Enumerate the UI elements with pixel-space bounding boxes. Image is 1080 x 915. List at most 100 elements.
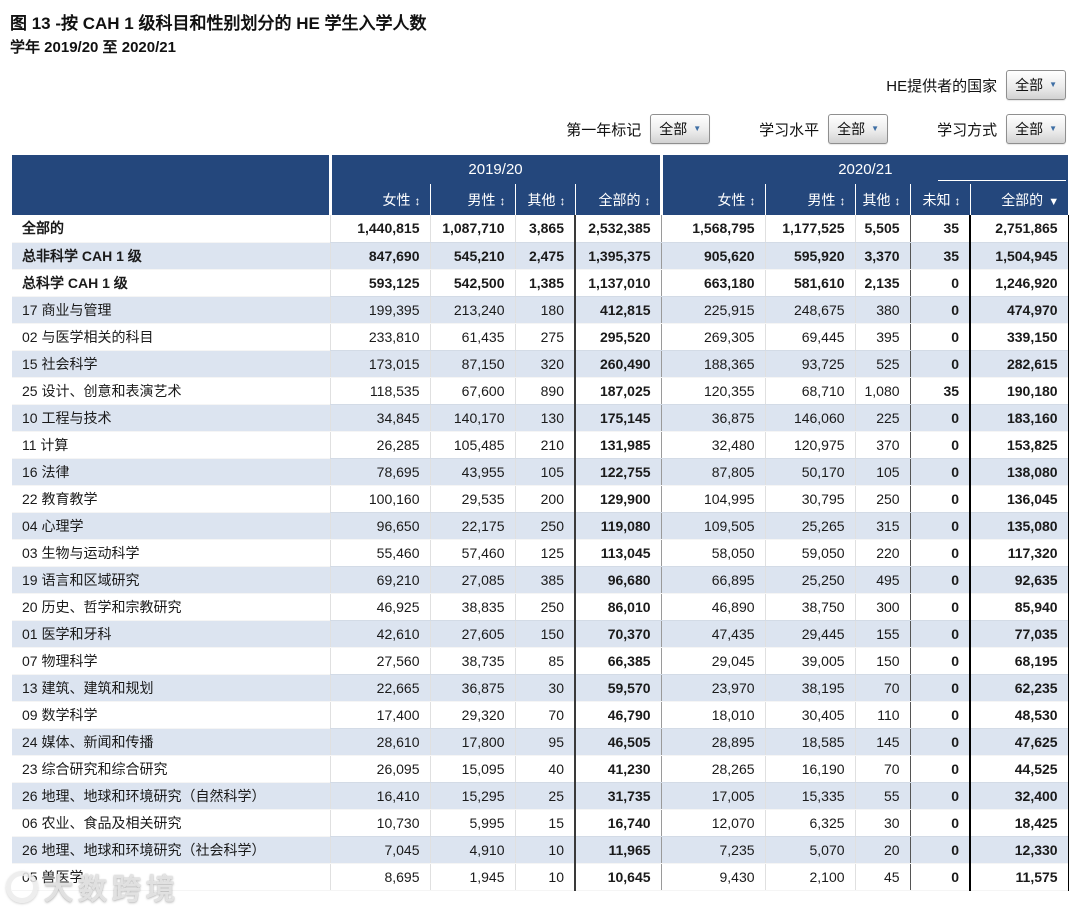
filter-dropdown-he-provider-country[interactable]: 全部 ▼ (1006, 70, 1066, 100)
page-subtitle: 学年 2019/20 至 2020/21 (10, 39, 176, 56)
cell-value: 48,530 (969, 701, 1069, 729)
cell-value: 58,050 (660, 539, 766, 567)
cell-value: 3,865 (514, 215, 575, 243)
cell-value: 474,970 (969, 296, 1069, 324)
cell-value: 46,890 (660, 593, 766, 621)
cell-value: 200 (514, 485, 575, 513)
cell-value: 5,505 (854, 215, 911, 243)
cell-value: 0 (909, 593, 971, 621)
cell-value: 92,635 (969, 566, 1069, 594)
cell-value: 0 (909, 512, 971, 540)
column-header-sortable[interactable]: 其他 ↕ (514, 184, 575, 215)
cell-value: 225 (854, 404, 911, 432)
cell-value: 46,925 (329, 593, 430, 621)
cell-value: 0 (909, 836, 971, 864)
column-header-sortable[interactable]: 女性 ↕ (328, 184, 430, 215)
cell-value: 0 (909, 296, 971, 324)
cell-value: 220 (854, 539, 911, 567)
column-header-sortable[interactable]: 全部的 ↕ (574, 184, 662, 215)
column-header-label: 男性 (467, 191, 496, 208)
cell-value: 210 (514, 431, 575, 459)
sort-toggle-icon: ↕ (644, 193, 651, 208)
sort-toggle-icon: ↕ (414, 193, 421, 208)
cell-value: 525 (854, 350, 911, 378)
sort-toggle-icon: ↕ (499, 193, 506, 208)
filter-dropdown-study-mode[interactable]: 全部 ▼ (1006, 114, 1066, 144)
row-label: 07 物理科学 (12, 647, 330, 675)
row-label: 24 媒体、新闻和传播 (12, 728, 330, 756)
cell-value: 12,070 (660, 809, 766, 837)
filters-row-2: 第一年标记 全部 ▼ 学习水平 全部 ▼ 学习方式 全部 ▼ (566, 114, 1066, 144)
cell-value: 59,570 (573, 674, 662, 702)
table-row: 15 社会科学 173,015 87,150 320 260,490 188,365 93,… (12, 350, 1069, 378)
cell-value: 30,405 (764, 701, 856, 729)
cell-value: 250 (514, 593, 575, 621)
filter-dropdown-study-level[interactable]: 全部 ▼ (828, 114, 889, 144)
cell-value: 150 (854, 647, 911, 675)
cell-value: 85,940 (969, 593, 1069, 621)
cell-value: 28,265 (660, 755, 766, 783)
sort-toggle-icon: ↕ (839, 193, 846, 208)
cell-value: 146,060 (764, 404, 856, 432)
cell-value: 30,795 (764, 485, 856, 513)
cell-value: 29,445 (764, 620, 856, 648)
table-row: 02 与医学相关的科目 233,810 61,435 275 295,520 269,30… (12, 323, 1069, 351)
column-header-sortable[interactable]: 未知 ↕ (909, 184, 971, 215)
filter-label-study-level: 学习水平 (759, 121, 820, 139)
cell-value: 32,400 (969, 782, 1069, 810)
cell-value: 35 (909, 215, 971, 243)
cell-value: 61,435 (429, 323, 515, 351)
filter-value-he-provider-country: 全部 (1015, 77, 1044, 93)
cell-value: 25,265 (764, 512, 856, 540)
cell-value: 135,080 (969, 512, 1069, 540)
column-header-label: 全部的 (1001, 191, 1044, 208)
column-header-sortable[interactable]: 全部的 ▼ (969, 184, 1069, 215)
cell-value: 190,180 (969, 377, 1069, 405)
cell-value: 30 (854, 809, 911, 837)
cell-value: 0 (909, 755, 971, 783)
cell-value: 30 (514, 674, 575, 702)
column-header-sortable[interactable]: 女性 ↕ (659, 184, 766, 215)
cell-value: 28,610 (329, 728, 430, 756)
cell-value: 0 (909, 539, 971, 567)
row-label: 01 医学和牙科 (12, 620, 330, 648)
cell-value: 10,730 (329, 809, 430, 837)
column-header-label: 全部的 (598, 191, 641, 208)
cell-value: 120,975 (764, 431, 856, 459)
table-row: 26 地理、地球和环境研究（社会科学） 7,045 4,910 10 11,965 7,2… (12, 836, 1069, 864)
cell-value: 0 (909, 350, 971, 378)
filter-dropdown-first-year-marker[interactable]: 全部 ▼ (650, 114, 711, 144)
cell-value: 495 (854, 566, 911, 594)
cell-value: 593,125 (329, 269, 430, 297)
column-header-sortable[interactable]: 男性 ↕ (764, 184, 856, 215)
cell-value: 125 (514, 539, 575, 567)
cell-value: 38,750 (764, 593, 856, 621)
cell-value: 69,210 (329, 566, 430, 594)
cell-value: 225,915 (660, 296, 766, 324)
column-header-sortable[interactable]: 其他 ↕ (854, 184, 911, 215)
cell-value: 260,490 (573, 350, 662, 378)
table-row: 24 媒体、新闻和传播 28,610 17,800 95 46,505 28,895 18,… (12, 728, 1069, 756)
cell-value: 0 (909, 701, 971, 729)
chevron-down-icon: ▼ (693, 124, 702, 133)
cell-value: 250 (854, 485, 911, 513)
cell-value: 233,810 (329, 323, 430, 351)
cell-value: 28,895 (660, 728, 766, 756)
cell-value: 46,790 (573, 701, 662, 729)
cell-value: 315 (854, 512, 911, 540)
cell-value: 15 (514, 809, 575, 837)
cell-value: 16,190 (764, 755, 856, 783)
cell-value: 62,235 (969, 674, 1069, 702)
table-row: 25 设计、创意和表演艺术 118,535 67,600 890 187,025 120,… (12, 377, 1069, 405)
cell-value: 0 (909, 728, 971, 756)
row-label: 25 设计、创意和表演艺术 (12, 377, 330, 405)
cell-value: 87,805 (660, 458, 766, 486)
cell-value: 4,910 (429, 836, 515, 864)
cell-value: 2,751,865 (969, 215, 1069, 243)
table-row: 全部的 1,440,815 1,087,710 3,865 2,532,385 1,568… (12, 215, 1069, 243)
table-row: 22 教育教学 100,160 29,535 200 129,900 104,995 30,… (12, 485, 1069, 513)
column-header-sortable[interactable]: 男性 ↕ (429, 184, 515, 215)
cell-value: 10 (514, 863, 575, 891)
cell-value: 1,440,815 (329, 215, 430, 243)
cell-value: 93,725 (764, 350, 856, 378)
